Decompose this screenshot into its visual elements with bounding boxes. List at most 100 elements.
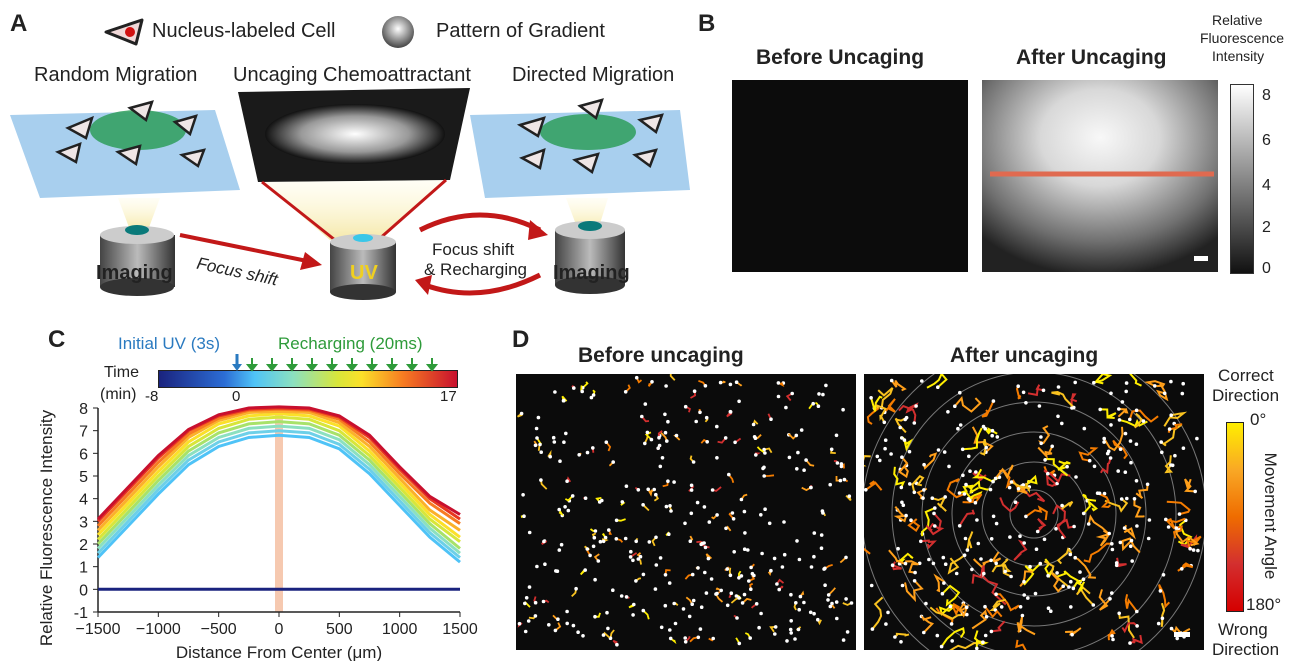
cell-dot (663, 412, 667, 417)
cell-dot (932, 511, 936, 516)
cell-dot (572, 386, 576, 390)
cell-dot (1060, 503, 1064, 508)
cell-track (981, 574, 1007, 606)
colorbar-title-3: Intensity (1212, 48, 1265, 64)
cell-dot (737, 399, 741, 404)
cell-track (1118, 613, 1135, 639)
cell-dot (1134, 442, 1139, 446)
cell-dot (1069, 605, 1073, 609)
x-tick-label: −1500 (76, 621, 121, 638)
cell-dot (752, 573, 756, 578)
cell-dot (681, 607, 686, 611)
cell-dot (759, 513, 763, 517)
cell-dot (728, 382, 733, 387)
cell-dot (1135, 624, 1139, 628)
cell-dot (1180, 567, 1184, 571)
cell-dot (1068, 552, 1073, 557)
cell-dot (696, 635, 701, 640)
cell-track (870, 395, 883, 412)
cell-dot (611, 460, 615, 464)
series-line (96, 409, 461, 532)
cell-dot (703, 545, 708, 550)
cell-dot (1055, 571, 1059, 575)
cell-dot (673, 621, 678, 626)
cell-dot (543, 562, 547, 566)
cell-track (1098, 589, 1111, 611)
cell-track (1078, 447, 1099, 462)
cell-dot (647, 540, 652, 544)
cell-dot (1181, 446, 1186, 450)
cell-dot (653, 587, 658, 591)
cell-dot (663, 573, 668, 577)
cell-dot (1146, 536, 1151, 541)
cell-dot (1102, 491, 1107, 496)
cell-dot (962, 492, 967, 496)
image-before-uncaging (732, 80, 968, 272)
cell-dot (802, 600, 806, 605)
cell-dot (1087, 458, 1092, 463)
cell-dot (1086, 522, 1091, 526)
cell-track (1082, 499, 1098, 515)
cell-dot (1110, 591, 1114, 595)
cell-dot (1102, 440, 1106, 444)
cell-dot (737, 596, 741, 600)
cell-dot (835, 616, 839, 621)
cell-dot (1117, 611, 1121, 616)
cell-dot (1018, 605, 1023, 609)
cell-dot (990, 433, 994, 438)
cell-dot (705, 440, 709, 444)
cell-dot (691, 460, 696, 464)
tracks-after-uncaging (864, 374, 1204, 650)
cell-dot (953, 404, 957, 408)
cell-dot (533, 443, 538, 448)
cell-dot (570, 494, 575, 498)
cell-track (1051, 572, 1064, 593)
cell-dot (760, 551, 764, 556)
cell-dot (883, 438, 888, 442)
cell-dot (960, 447, 965, 452)
cell-dot (603, 535, 608, 540)
cell-dot (646, 487, 650, 492)
cell-track (1082, 493, 1097, 502)
cell-dot (704, 591, 709, 595)
cell-dot (591, 544, 596, 549)
cell-track (1124, 594, 1138, 613)
cell-dot (739, 574, 744, 578)
cell-dot (748, 636, 752, 640)
cell-dot (901, 503, 906, 507)
cell-dot (1196, 548, 1200, 553)
cell-dot (943, 562, 948, 566)
cell-dot (974, 470, 978, 474)
cell-dot (1081, 577, 1086, 581)
cell-dot (523, 629, 528, 634)
cell-track (1015, 385, 1022, 400)
cell-dot (1193, 489, 1197, 494)
cell-dot (940, 591, 945, 596)
cell-dot (958, 423, 963, 427)
cell-track (1023, 562, 1041, 586)
title-random-migration: Random Migration (34, 64, 198, 86)
panel-c-letter: C (48, 326, 66, 353)
cell-dot (1039, 435, 1043, 439)
cell-track (728, 474, 735, 484)
cell-dot (566, 508, 571, 513)
cell-dot (939, 644, 944, 649)
cell-dot (957, 491, 962, 495)
cell-dot (882, 420, 887, 425)
title-after-uncaging-d: After uncaging (950, 344, 1099, 367)
cell-dot (596, 559, 601, 563)
cell-dot (1097, 491, 1102, 496)
time-colorbar (158, 370, 458, 388)
y-axis-label: Relative Fluorescence Intensity (37, 409, 56, 646)
cell-track (736, 381, 743, 387)
cell-dot (900, 436, 904, 440)
colorbar-tick-8: 8 (1262, 87, 1271, 104)
cell-track (828, 587, 836, 596)
cell-dot (1116, 469, 1120, 473)
cell-track (904, 580, 924, 603)
y-tick-label: 2 (79, 537, 88, 554)
cell-dot (902, 438, 907, 442)
cell-dot (1147, 518, 1152, 522)
cell-dot (1128, 417, 1132, 422)
cell-track (625, 384, 631, 393)
